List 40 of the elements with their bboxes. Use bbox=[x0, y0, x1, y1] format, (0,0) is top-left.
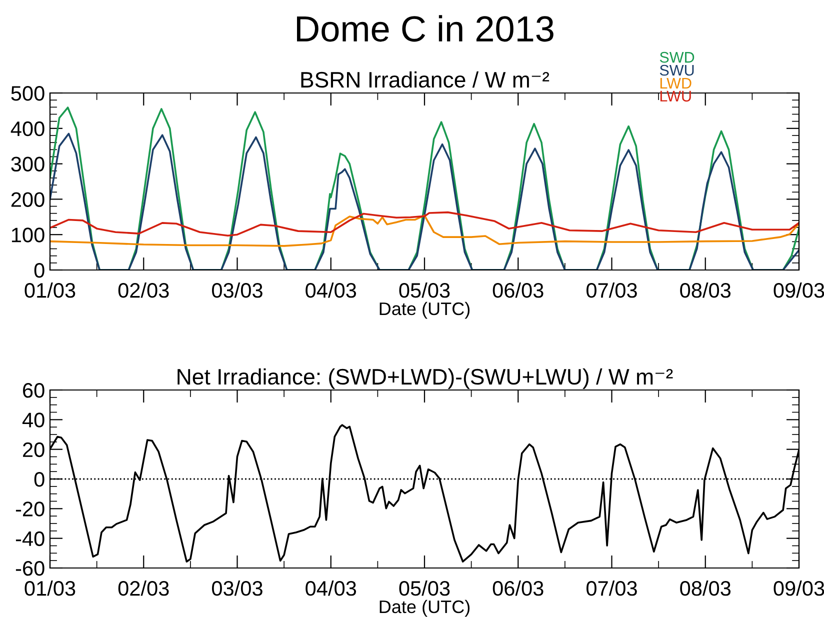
text: LWD bbox=[660, 78, 692, 88]
y-tick-label: 300 bbox=[11, 156, 44, 172]
x-axis-title: Date (UTC) bbox=[380, 302, 470, 319]
x-tick-label: 02/03 bbox=[118, 580, 169, 596]
x-tick-label: 02/03 bbox=[118, 282, 169, 298]
x-tick-label: 09/03 bbox=[774, 580, 824, 596]
y-tick-label: 500 bbox=[11, 86, 44, 101]
y-tick-label: 100 bbox=[12, 228, 44, 242]
x-tick-label: 08/03 bbox=[680, 282, 731, 298]
x-tick-label: 05/03 bbox=[399, 282, 450, 298]
x-tick-label: 04/03 bbox=[306, 282, 356, 298]
x-tick-label: 01/03 bbox=[24, 282, 76, 298]
y-tick-label: 200 bbox=[11, 192, 44, 207]
x-tick-label: 08/03 bbox=[680, 580, 731, 596]
x-tick-label: 03/03 bbox=[212, 580, 262, 596]
x-tick-label: 01/03 bbox=[24, 580, 76, 596]
x-tick-label: 06/03 bbox=[492, 580, 544, 596]
y-tick-label: 60 bbox=[23, 383, 44, 398]
x-tick-label: 09/03 bbox=[774, 282, 824, 298]
x-tick-label: 03/03 bbox=[212, 282, 262, 298]
chart-subtitle: BSRN Irradiance / W m⁻² bbox=[301, 71, 550, 88]
y-tick-label: 40 bbox=[22, 412, 44, 428]
chart-title: Net Irradiance: (SWD+LWD)-(SWU+LWU) / W m⁻² bbox=[178, 368, 673, 390]
chart-title: Dome C in 2013 bbox=[297, 15, 554, 42]
y-tick-label: -60 bbox=[16, 561, 44, 576]
x-tick-label: 04/03 bbox=[306, 580, 356, 596]
x-axis-title: Date (UTC) bbox=[380, 600, 470, 617]
text: SWU bbox=[660, 64, 694, 76]
x-tick-label: 05/03 bbox=[399, 580, 450, 596]
text: LWU bbox=[660, 90, 691, 102]
y-tick-label: 20 bbox=[23, 442, 44, 458]
text: SWD bbox=[660, 52, 694, 63]
y-tick-label: 400 bbox=[10, 121, 44, 136]
x-tick-label: 07/03 bbox=[586, 580, 637, 596]
y-tick-label: -40 bbox=[16, 531, 44, 546]
y-tick-label: -20 bbox=[16, 502, 44, 516]
y-tick-label: 0 bbox=[34, 263, 44, 278]
y-tick-label: 0 bbox=[34, 472, 44, 487]
x-tick-label: 07/03 bbox=[586, 282, 637, 298]
x-tick-label: 06/03 bbox=[492, 282, 544, 298]
